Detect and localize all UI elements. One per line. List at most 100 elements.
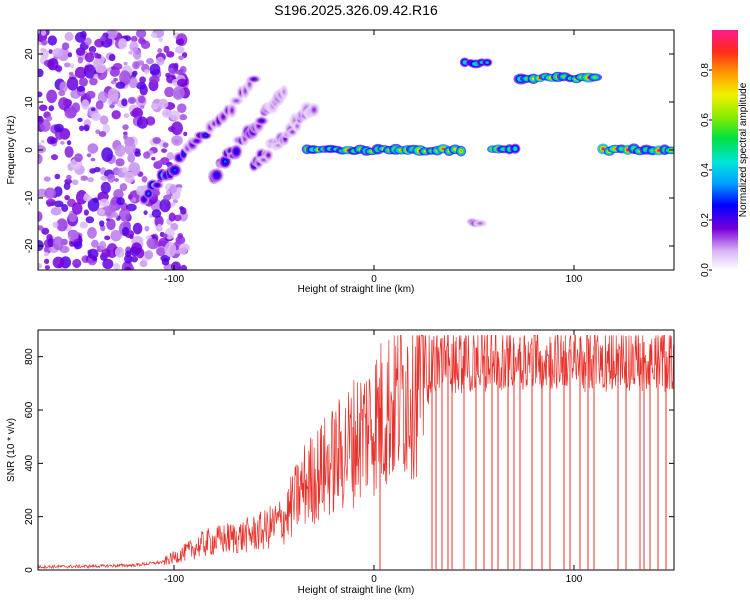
spectrogram-noise-region — [87, 198, 100, 212]
spectrogram-noise-region — [114, 144, 126, 157]
spectrogram-noise-region — [163, 45, 170, 53]
snr-xtick-label: 0 — [371, 574, 377, 585]
spectrogram-noise-region — [38, 240, 44, 251]
spectrogram-noise-region — [84, 65, 89, 71]
spectrogram-noise-region — [122, 124, 129, 130]
spectrogram-noise-region — [149, 63, 161, 76]
spectrogram-noise-region — [111, 110, 121, 120]
colorbar-tick-label: 0.0 — [700, 263, 711, 277]
spectrogram-noise-region — [99, 220, 105, 227]
spectrogram-noise-region — [115, 158, 125, 167]
spectrogram-noise-region — [107, 173, 116, 183]
spectrogram-noise-region — [183, 131, 188, 137]
spectrogram-noise-region — [152, 136, 162, 144]
spectrogram-noise-region — [85, 90, 96, 99]
spectrogram-noise-region — [169, 110, 181, 121]
spectrogram-noise-region — [48, 49, 53, 54]
spectrogram-noise-region — [38, 225, 44, 231]
spectrogram-noise-region — [106, 67, 112, 72]
spectrogram-ytick-label: 20 — [24, 48, 35, 60]
spectrogram-noise-region — [80, 175, 88, 181]
spectrogram-noise-region — [74, 153, 83, 162]
spectrogram-image — [38, 30, 674, 270]
spectrogram-noise-region — [168, 69, 176, 76]
spectrogram-noise-region — [113, 262, 120, 270]
spectrogram-noise-region — [67, 229, 79, 242]
spectrogram-zero-line-b — [510, 143, 521, 154]
spectrogram-noise-region — [38, 153, 43, 165]
spectrogram-noise-region — [87, 143, 99, 154]
spectrogram-noise-region — [156, 160, 163, 166]
spectrogram-noise-region — [145, 116, 156, 126]
spectrogram-zero-line-a — [455, 145, 467, 157]
spectrogram-zero-line-c — [627, 143, 641, 154]
snr-ytick-label: 0 — [24, 567, 35, 573]
spectrogram-noise-region — [94, 52, 100, 59]
spectrogram-noise-region — [119, 183, 128, 191]
spectrogram-noise-region — [64, 146, 74, 158]
colorbar-tick-label: 0.2 — [700, 213, 711, 227]
spectrogram-noise-region — [169, 185, 178, 194]
spectrogram-noise-region — [131, 255, 138, 263]
spectrogram-noise-region — [73, 241, 83, 250]
spectrogram-noise-region — [66, 174, 72, 181]
spectrogram-noise-region — [111, 200, 118, 205]
spectrogram-upper-line — [481, 58, 493, 67]
spectrogram-noise-region — [47, 58, 59, 71]
spectrogram-noise-region — [109, 103, 115, 109]
spectrogram-noise-region — [178, 55, 185, 61]
spectrogram-noise-region — [58, 89, 66, 97]
spectrogram-noise-region — [38, 68, 44, 78]
spectrogram-xtick-label: -100 — [164, 274, 184, 285]
spectrogram-noise-region — [64, 31, 74, 42]
spectrogram-noise-region — [54, 123, 64, 133]
spectrogram-noise-region — [124, 171, 135, 183]
spectrogram-noise-region — [87, 177, 94, 183]
spectrogram-noise-region — [179, 206, 184, 211]
spectrogram-noise-region — [38, 104, 48, 112]
spectrogram-xtick-label: 0 — [371, 274, 377, 285]
spectrogram-noise-region — [173, 62, 179, 69]
spectrogram-noise-region — [124, 254, 133, 264]
spectrogram-noise-region — [92, 58, 102, 69]
spectrogram-noise-region — [127, 194, 133, 200]
spectrogram-rising-streak-1 — [167, 163, 182, 177]
spectrogram-noise-region — [173, 128, 179, 135]
spectrogram-noise-region — [163, 194, 172, 201]
colorbar-tick-label: 0.6 — [700, 113, 711, 127]
spectrogram-rising-streak-3 — [308, 103, 320, 117]
spectrogram-noise-region — [128, 50, 133, 55]
spectrogram-noise-region — [166, 51, 175, 58]
spectrogram-noise-region — [72, 258, 82, 268]
snr-ytick-label: 200 — [24, 508, 35, 525]
spectrogram-noise-region — [44, 187, 56, 199]
spectrogram-noise-region — [115, 81, 126, 89]
snr-ytick-label: 800 — [24, 348, 35, 365]
spectrogram-noise-region — [71, 202, 83, 215]
spectrogram-noise-region — [76, 85, 86, 92]
spectrogram-noise-region — [107, 88, 119, 103]
spectrogram-noise-region — [164, 241, 177, 258]
spectrogram-noise-region — [105, 218, 110, 221]
spectrogram-noise-region — [80, 30, 87, 39]
spectrogram-noise-region — [177, 233, 184, 239]
spectrogram-noise-region — [76, 190, 88, 205]
spectrogram-noise-region — [158, 37, 164, 43]
spectrogram-noise-region — [130, 35, 138, 43]
spectrogram-noise-region — [127, 96, 137, 105]
spectrogram-noise-region — [78, 77, 88, 87]
spectrogram-noise-region — [108, 54, 116, 62]
spectrogram-noise-region — [175, 69, 182, 75]
spectrogram-noise-region — [161, 148, 168, 153]
spectrogram-noise-region — [84, 52, 95, 63]
spectrogram-noise-region — [79, 221, 88, 229]
spectrogram-noise-region — [121, 226, 130, 237]
spectrogram-noise-region — [104, 235, 111, 241]
spectrogram-noise-region — [99, 115, 109, 125]
spectrogram-noise-region — [98, 131, 107, 138]
spectrogram-noise-region — [172, 199, 178, 204]
spectrogram-noise-region — [84, 193, 89, 199]
spectrogram-noise-region — [123, 113, 130, 119]
spectrogram-noise-region — [52, 256, 65, 269]
spectrogram-noise-region — [132, 61, 140, 70]
